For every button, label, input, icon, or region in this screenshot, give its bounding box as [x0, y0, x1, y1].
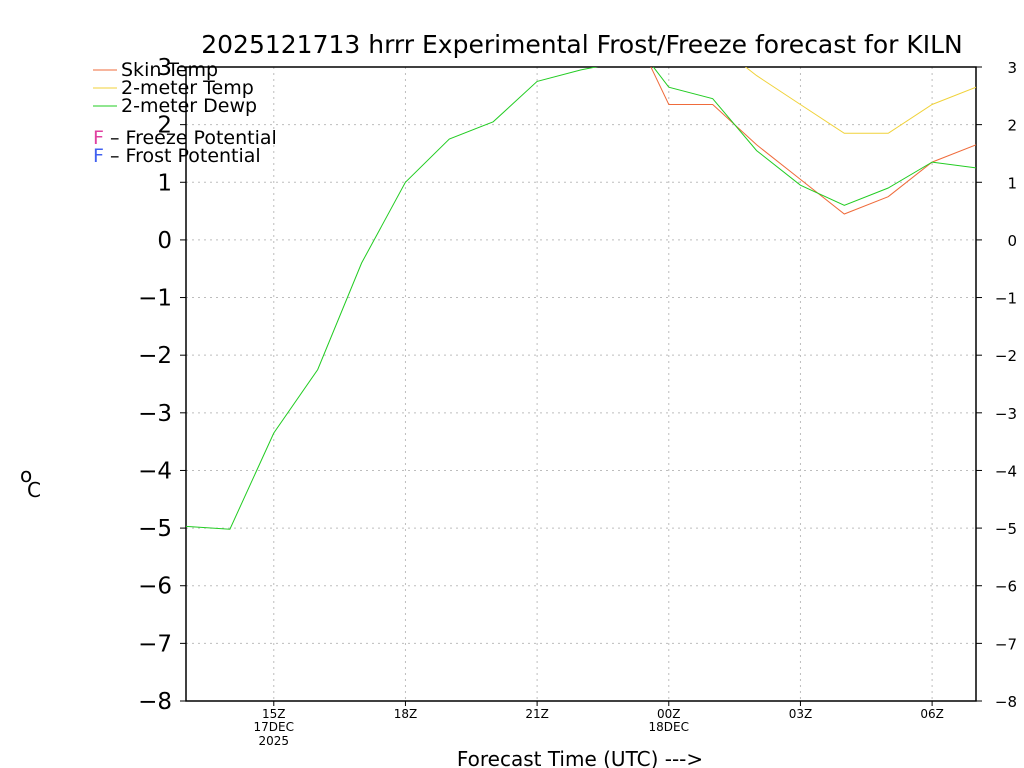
y-tick-label-left: −2 [138, 343, 172, 369]
y-tick-label-right: −6 [995, 578, 1017, 596]
y-tick-label-left: −3 [138, 401, 172, 427]
x-tick-date-label: 17DEC [254, 720, 294, 734]
series-line-skin-temp [650, 67, 976, 215]
y-tick-label-right: −3 [995, 405, 1017, 423]
y-tick-label-right: −2 [995, 347, 1017, 365]
x-tick-year-label: 2025 [259, 734, 290, 748]
y-tick-label-right: −7 [995, 635, 1017, 653]
x-tick-label: 03Z [789, 707, 813, 721]
y-tick-label-right: 1 [1007, 174, 1017, 192]
grid-lines [186, 67, 976, 701]
y-tick-label-right: 2 [1007, 117, 1017, 135]
y-tick-label-left: −4 [138, 458, 172, 484]
legend-entry-label: 2-meter Dewp [121, 95, 257, 117]
y-axis-label: o C [20, 463, 41, 502]
series-lines [186, 67, 976, 530]
y-tick-label-left: −5 [138, 516, 172, 542]
series-line-2-meter-dewp [186, 67, 976, 530]
y-tick-label-left: 2 [157, 113, 172, 139]
plot-border [185, 66, 977, 702]
y-tick-label-left: 1 [157, 170, 172, 196]
x-tick-label: 00Z [657, 707, 681, 721]
y-tick-label-right: −1 [995, 290, 1017, 308]
y-tick-label-left: −1 [138, 286, 172, 312]
x-tick-label: 15Z [262, 707, 286, 721]
y-tick-label-right: −4 [995, 462, 1017, 480]
y-tick-label-right: −8 [995, 693, 1017, 711]
y-tick-label-right: 3 [1007, 59, 1017, 77]
x-tick-date-label: 18DEC [649, 720, 689, 734]
x-tick-label: 06Z [920, 707, 944, 721]
series-line-2-meter-temp [744, 67, 976, 134]
potential-legend-entry: F – Frost Potential [93, 145, 261, 167]
x-tick-label: 18Z [394, 707, 418, 721]
y-tick-label-right: 0 [1007, 232, 1017, 250]
y-tick-label-left: −8 [138, 689, 172, 715]
x-tick-label: 21Z [525, 707, 549, 721]
y-tick-label-left: 3 [157, 55, 172, 81]
x-axis-label: Forecast Time (UTC) ---> [457, 747, 703, 768]
y-tick-label-left: −7 [138, 631, 172, 657]
plot-frame [185, 66, 977, 702]
y-axis-label-degree: o [20, 463, 32, 487]
y-tick-label-left: −6 [138, 574, 172, 600]
chart-title: 2025121713 hrrr Experimental Frost/Freez… [201, 30, 963, 59]
y-tick-label-right: −5 [995, 520, 1017, 538]
y-axis-ticks: 3 3 2 2 1 1 0 0 −1 −1 −2 −2 −3 −3 −4 −4 −5 −5 −6 −6 −7 −7 −8 −8 [138, 55, 1017, 715]
y-axis-label-unit: C [27, 478, 41, 502]
legend-entry-label: 2-meter Temp [121, 77, 254, 99]
potential-legend-entry: F – Freeze Potential [93, 127, 277, 149]
y-tick-label-left: 0 [157, 228, 172, 254]
legend-entry-label: Skin Temp [121, 59, 218, 81]
